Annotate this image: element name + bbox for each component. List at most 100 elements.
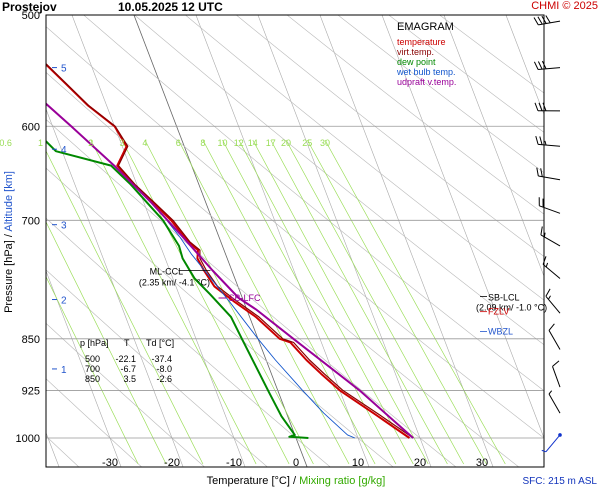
dry-adiabat-line	[337, 15, 544, 174]
legend-entry: temperature	[397, 37, 446, 47]
chart-title: EMAGRAM	[397, 21, 454, 33]
wind-barb-flag	[552, 360, 560, 367]
mixing-ratio-line	[46, 275, 139, 465]
mixing-ratio-line	[121, 139, 290, 465]
pressure-tick-label: 850	[22, 334, 40, 346]
wbzl-label: WBZL	[488, 327, 513, 337]
isotherm-line	[443, 15, 544, 278]
isotherm-line	[505, 15, 544, 116]
x-axis-mixing-label: Mixing ratio [g/kg]	[299, 475, 385, 487]
pressure-tick-label: 500	[22, 10, 40, 22]
surface-note: SFC: 215 m ASL	[523, 476, 598, 487]
wind-barb-flag	[548, 323, 555, 331]
mixing-ratio-line	[144, 139, 314, 465]
mixing-ratio-label: 12	[234, 138, 244, 148]
table-cell: -8.0	[156, 364, 172, 374]
dry-adiabat-line	[46, 167, 394, 467]
wind-barb	[538, 197, 561, 214]
wind-barb-shaft	[542, 264, 561, 279]
mixing-ratio-label: 17	[266, 138, 276, 148]
legend-entry: dew point	[397, 57, 436, 67]
altitude-tick-label: 5	[61, 64, 67, 75]
fzlv-label: FZLV	[488, 307, 509, 317]
table-cell: 500	[85, 354, 100, 364]
wind-barb-flag	[541, 60, 547, 70]
altitude-tick-label: 2	[61, 296, 67, 307]
wind-barb-shaft	[538, 143, 561, 147]
mixing-ratio-line	[222, 139, 397, 465]
wind-barb-origin	[558, 433, 562, 437]
wind-barb-shaft	[548, 393, 561, 414]
altitude-tick-label: 1	[61, 365, 67, 376]
plot-frame	[45, 14, 545, 468]
y-axis-pressure-label: Pressure [hPa]	[3, 240, 15, 313]
mixing-ratio-line	[285, 139, 465, 465]
pressure-tick-label: 700	[22, 215, 40, 227]
dry-adiabat-line	[184, 15, 544, 301]
series-wet-bulb-temp	[166, 220, 356, 439]
mixing-ratio-label: 0.6	[0, 138, 12, 148]
mixing-ratio-label: 2	[88, 138, 93, 148]
wind-barb-flag	[540, 226, 543, 235]
dry-adiabat-line	[46, 217, 331, 467]
wind-barb-shaft	[545, 295, 561, 314]
sounding-datetime: 10.05.2025 12 UTC	[118, 0, 223, 14]
mixing-ratio-line	[46, 221, 167, 465]
series-udpraft-v-temp	[46, 102, 414, 439]
pressure-tick-label: 600	[22, 121, 40, 133]
station-name: Prostejov	[2, 0, 57, 14]
mixing-ratio-line	[46, 150, 204, 465]
wind-barb-flag	[539, 136, 543, 145]
table-cell: 700	[85, 364, 100, 374]
wind-barb-flag	[545, 288, 551, 297]
table-cell: -37.4	[151, 354, 172, 364]
mixing-ratio-line	[324, 139, 506, 465]
mixing-ratio-line	[252, 139, 429, 465]
table-cell: -2.6	[156, 374, 172, 384]
wind-barb-flag	[538, 102, 543, 111]
isotherm-line	[71, 15, 246, 467]
legend-entry: wet bulb temp.	[396, 67, 456, 77]
wind-barb-flag	[542, 256, 547, 265]
wind-barb-flag	[541, 15, 547, 24]
wind-barb-shaft	[538, 175, 561, 181]
pressure-tick-label: 1000	[16, 433, 40, 445]
ml-ccl-value: (2.35 km/ -4.1 °C)	[139, 278, 210, 288]
wind-barb	[541, 433, 562, 453]
dry-adiabat-line	[439, 15, 544, 94]
altitude-tick-label: 3	[61, 221, 67, 232]
table-header-cell: p [hPa]	[80, 338, 109, 348]
series-virt-temp	[46, 63, 414, 439]
mixing-ratio-label: 4	[142, 138, 147, 148]
wind-barb-half-flag	[543, 232, 546, 237]
ml-ccl-label: ML-CCL	[150, 267, 184, 277]
temperature-tick-label: 0	[293, 457, 299, 469]
wind-barb-flag	[537, 16, 543, 25]
sb-lcl-value: (2.09 km/ -1.0 °C)	[476, 302, 547, 312]
table-cell: 850	[85, 374, 100, 384]
wind-barb	[545, 288, 561, 314]
mixing-ratio-line	[202, 139, 376, 465]
mixing-ratio-line	[306, 139, 487, 465]
wind-barb-half-flag	[545, 262, 549, 268]
wind-barb-shaft	[548, 330, 561, 350]
mixing-ratio-line	[90, 139, 257, 465]
temperature-tick-label: -10	[226, 457, 242, 469]
wind-barb-half-flag	[544, 140, 547, 146]
dry-adiabat-line	[134, 15, 544, 346]
wind-barb-half-flag	[547, 295, 551, 300]
temperature-tick-label: 30	[476, 457, 488, 469]
wind-barb	[535, 135, 561, 147]
temperature-tick-label: -20	[164, 457, 180, 469]
dry-adiabat-line	[46, 119, 457, 467]
isotherm-line	[46, 108, 184, 467]
y-axis-altitude-label: Altitude [km]	[3, 171, 15, 232]
wind-barb	[540, 226, 561, 247]
table-cell: -6.7	[120, 364, 136, 374]
legend-entry: udpraft v.temp.	[397, 77, 456, 87]
wind-barb-half-flag	[548, 390, 553, 395]
dry-adiabat-line	[46, 26, 544, 439]
wind-barb-flag	[542, 102, 547, 111]
temperature-tick-label: 20	[414, 457, 426, 469]
